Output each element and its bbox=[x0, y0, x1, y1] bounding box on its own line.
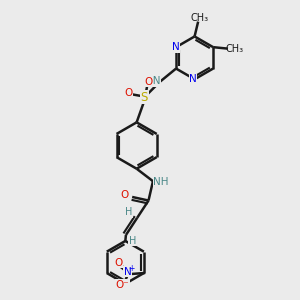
Text: S: S bbox=[141, 91, 148, 104]
Text: N: N bbox=[124, 267, 131, 277]
Text: +: + bbox=[128, 264, 135, 273]
Text: CH₃: CH₃ bbox=[191, 13, 209, 23]
Text: O: O bbox=[121, 190, 129, 200]
Text: H: H bbox=[129, 236, 136, 246]
Text: NH: NH bbox=[153, 177, 169, 187]
Text: CH₃: CH₃ bbox=[226, 44, 244, 54]
Text: N: N bbox=[172, 42, 180, 52]
Text: N: N bbox=[189, 74, 197, 84]
Text: H: H bbox=[125, 207, 133, 218]
Text: HN: HN bbox=[145, 76, 160, 86]
Text: O: O bbox=[145, 77, 153, 87]
Text: O⁻: O⁻ bbox=[115, 280, 129, 290]
Text: O: O bbox=[125, 88, 133, 98]
Text: O: O bbox=[115, 258, 123, 268]
